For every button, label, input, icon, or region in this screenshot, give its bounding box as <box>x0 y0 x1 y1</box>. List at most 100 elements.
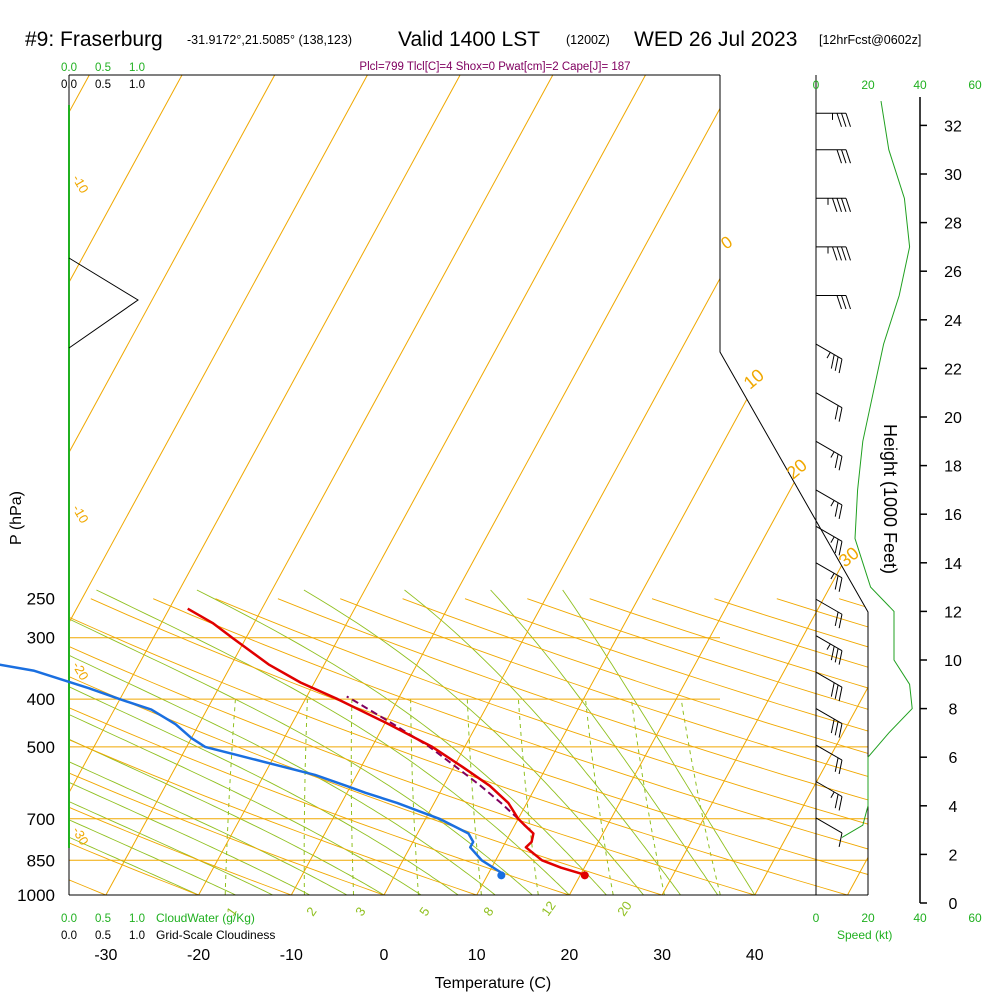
wind-barb-staff <box>815 817 843 834</box>
height-label: 12 <box>944 604 962 621</box>
wind-barb-flag <box>845 149 851 164</box>
station-name: #9: Fraserburg <box>25 28 163 51</box>
mixing-ratio-label: 2 <box>303 904 319 919</box>
temperature-tick-label: -20 <box>187 947 210 964</box>
wind-barb-flag <box>836 113 842 127</box>
height-label: 26 <box>944 264 962 281</box>
moist-adiabat <box>69 589 459 895</box>
wind-barb-flag <box>838 358 843 374</box>
pressure-label: 1000 <box>17 886 55 905</box>
dry-adiabat <box>69 598 321 895</box>
dewpoint-line <box>0 663 503 876</box>
pressure-label: 850 <box>27 851 55 870</box>
moist-adiabat <box>490 589 719 895</box>
wind-barb-staff <box>815 489 843 506</box>
temperature-tick-label: 30 <box>653 947 671 964</box>
wind-speed-line <box>841 101 913 838</box>
wind-barb-half <box>830 573 835 580</box>
wind-barb <box>816 246 851 261</box>
dry-adiabat <box>69 598 791 895</box>
wind-barb-staff <box>815 440 843 457</box>
wind-barb-flag <box>834 405 839 420</box>
valid-date: WED 26 Jul 2023 <box>634 28 798 51</box>
wind-barb-staff <box>815 635 843 652</box>
dry-adiabat <box>277 598 868 895</box>
wind-barb-flag <box>830 682 835 697</box>
wind-barb-flag <box>845 295 851 310</box>
moist-adiabat <box>303 589 644 895</box>
wind-barb-staff <box>815 525 843 542</box>
plot-boundary <box>719 75 869 895</box>
cloud-scale-top2-2: 1.0 <box>129 79 145 91</box>
isotherm-line <box>69 75 368 895</box>
isotherm-line <box>69 75 90 895</box>
pressure-label: 300 <box>27 629 55 648</box>
wind-barb-flag <box>834 538 839 554</box>
wind-barb-flag <box>838 614 843 629</box>
wind-barb-flag <box>832 198 838 212</box>
isotherm-line <box>847 75 868 895</box>
wind-barb-staff <box>815 671 843 688</box>
dry-adiabat <box>90 598 868 895</box>
x-axis-title: Temperature (C) <box>435 975 551 992</box>
isotherm-line <box>69 75 276 895</box>
dry-adiabat <box>527 598 868 895</box>
wind-barb-flag <box>830 646 835 661</box>
dry-adiabat <box>69 598 415 895</box>
mixing-ratio-lines-inner <box>69 589 756 895</box>
title-bar: #9: Fraserburg -31.9172°,21.5085° (138,1… <box>0 28 1000 58</box>
wind-barb-flag <box>834 502 839 517</box>
wind-barb-flag <box>845 113 851 127</box>
pressure-label: 400 <box>27 690 55 709</box>
mixing-ratio-line <box>517 699 539 895</box>
mixing-ratio-label: 12 <box>538 898 559 918</box>
wind-barb <box>815 708 843 738</box>
isotherm-label: -10 <box>69 502 91 526</box>
surface-dewpoint-dot <box>497 871 506 880</box>
wind-barb-flag <box>836 295 842 310</box>
parcel-line <box>346 695 519 820</box>
speed-tick-bottom: 0 <box>813 911 820 925</box>
mixing-ratio-lines <box>69 589 756 895</box>
wind-barb <box>815 671 843 702</box>
wind-barb-staff <box>815 744 843 761</box>
station-coords: -31.9172°,21.5085° (138,123) <box>187 33 352 47</box>
wind-barb-staff <box>815 781 843 797</box>
speed-tick-top: 40 <box>913 78 927 92</box>
isotherm-line <box>383 75 832 895</box>
isotherms <box>69 75 1000 895</box>
wind-barb-staff <box>815 598 843 615</box>
wind-barb-flag <box>841 198 847 212</box>
wind-barb-flag <box>834 757 839 772</box>
moist-adiabat <box>69 589 496 895</box>
wind-barb <box>815 343 843 374</box>
wind-barb-flag <box>832 246 838 261</box>
height-label: 32 <box>944 118 962 135</box>
mixing-ratio-label: 3 <box>352 904 368 919</box>
temperature-tick-labels: -30 -20 -10 0 10 20 30 40 <box>94 947 763 964</box>
mixing-ratio-label: 8 <box>480 904 496 919</box>
isotherm-line <box>940 75 1000 895</box>
height-label: 16 <box>944 507 962 524</box>
dry-adiabat <box>69 598 133 895</box>
wind-barb-flag <box>841 113 847 127</box>
pressure-labels: 250 300 400 500 700 850 1000 <box>17 590 55 905</box>
wind-barb-half <box>826 352 831 359</box>
wind-barb-flag <box>838 456 843 471</box>
wind-barb-flag <box>838 759 843 775</box>
moist-adiabat <box>96 589 570 895</box>
moist-adiabat <box>69 589 273 895</box>
wind-barb <box>815 817 843 847</box>
wind-barb-flag <box>834 453 839 469</box>
wind-barb-flag <box>838 687 843 702</box>
wind-barb-flag <box>834 794 839 809</box>
temperature-tick-label: 40 <box>746 947 764 964</box>
speed-label: Speed (kt) <box>837 928 892 942</box>
wind-barb-flag <box>834 684 839 699</box>
moist-adiabat <box>69 589 533 895</box>
wind-barb <box>815 489 843 519</box>
cloud-scale-bot2-2: 1.0 <box>129 930 145 942</box>
cloud-scale-bot2-1: 0.5 <box>95 930 111 942</box>
wind-barb-flag <box>841 246 847 261</box>
